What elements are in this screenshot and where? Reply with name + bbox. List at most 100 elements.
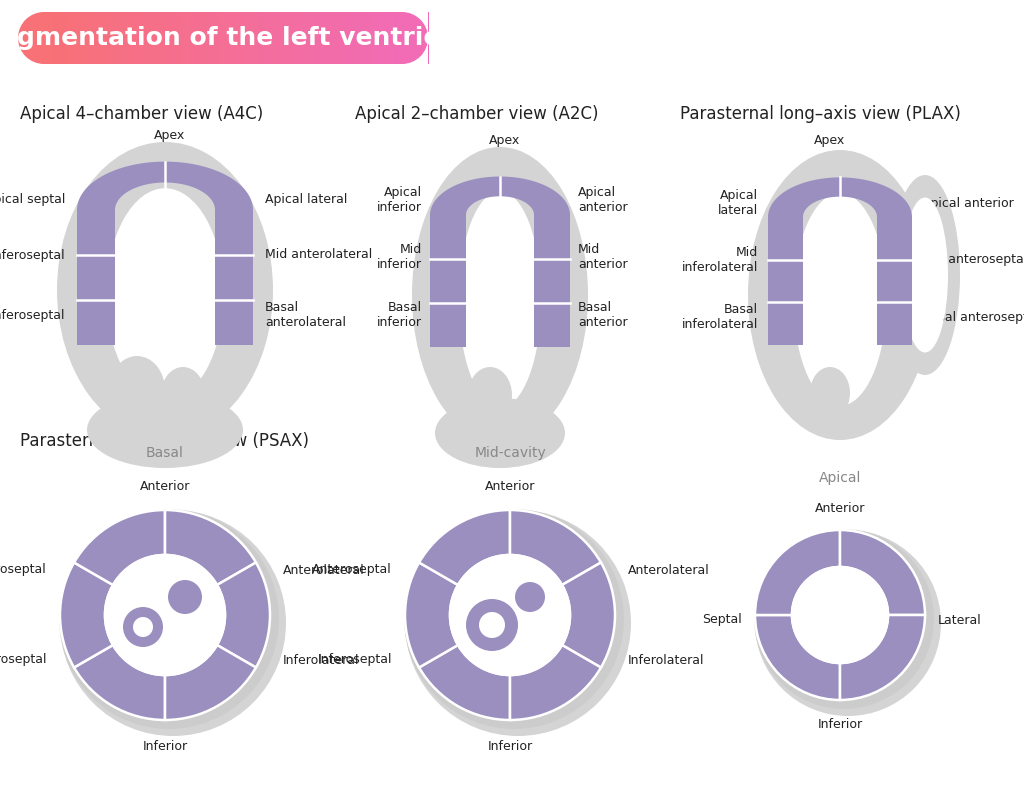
Bar [145,12,148,64]
Bar [176,12,179,64]
Circle shape [406,510,631,736]
Bar [31,12,34,64]
Bar [412,12,415,64]
Ellipse shape [57,142,273,438]
Polygon shape [430,215,466,347]
Bar [307,12,310,64]
Bar [39,12,42,64]
Bar [49,12,52,64]
Wedge shape [402,38,428,64]
Bar [137,12,140,64]
Text: Basal: Basal [146,446,184,460]
Wedge shape [406,563,458,667]
Bar [362,12,366,64]
Bar [123,12,126,64]
Bar [55,12,58,64]
Wedge shape [419,645,510,720]
Bar [240,12,243,64]
Text: Apical anterior: Apical anterior [922,196,1014,210]
Wedge shape [18,38,44,64]
Bar [158,12,161,64]
Bar [43,12,46,64]
Wedge shape [165,645,256,720]
Bar [256,12,259,64]
Bar [393,12,396,64]
Bar [297,12,300,64]
Bar [135,12,138,64]
Bar [406,12,409,64]
Bar [416,12,419,64]
Bar [41,12,44,64]
Bar [285,12,288,64]
Bar [387,12,390,64]
Wedge shape [217,563,270,667]
Bar [207,12,210,64]
Bar [139,12,142,64]
Bar [205,12,208,64]
Bar [29,12,32,64]
Text: Inferoseptal: Inferoseptal [0,653,47,666]
Text: Parasternal short–axis view (PSAX): Parasternal short–axis view (PSAX) [20,432,309,450]
Ellipse shape [412,147,588,443]
Bar [186,12,189,64]
Text: Basal inferoseptal: Basal inferoseptal [0,309,65,322]
Bar [354,12,357,64]
Bar [18,38,44,64]
Bar [305,12,308,64]
Bar [76,12,79,64]
Bar [397,12,400,64]
Bar [326,12,329,64]
Bar [395,12,398,64]
Bar [125,12,128,64]
Bar [225,12,228,64]
Bar [23,12,26,64]
Bar [193,12,196,64]
Bar [420,12,423,64]
Text: Apical lateral: Apical lateral [265,193,347,206]
Wedge shape [510,645,601,720]
Bar [74,12,77,64]
Bar [217,12,220,64]
Bar [20,12,24,64]
Bar [215,12,218,64]
Bar [279,12,282,64]
Bar [309,12,312,64]
Bar [121,12,124,64]
Bar [402,38,428,64]
Bar [152,12,155,64]
Circle shape [755,530,941,716]
Bar [221,12,224,64]
Text: Mid anteroseptal: Mid anteroseptal [922,254,1024,266]
Bar [391,12,394,64]
Bar [244,12,247,64]
Wedge shape [74,645,165,720]
Ellipse shape [109,356,165,424]
Wedge shape [18,12,44,38]
Bar [260,12,263,64]
Bar [184,12,187,64]
Circle shape [466,599,518,651]
Bar [51,12,54,64]
Bar [246,12,249,64]
Bar [94,12,97,64]
Bar [233,12,237,64]
Bar [57,12,60,64]
Bar [330,12,333,64]
Bar [258,12,261,64]
Circle shape [515,582,545,612]
Bar [164,12,167,64]
Text: Basal
anterior: Basal anterior [578,301,628,329]
Ellipse shape [459,191,542,408]
Bar [80,12,83,64]
Text: Apical
anterior: Apical anterior [578,186,628,214]
Bar [283,12,286,64]
Text: Anterior: Anterior [484,480,536,493]
Bar [352,12,355,64]
Bar [399,12,402,64]
Text: Mid
inferior: Mid inferior [377,243,422,271]
Bar [141,12,144,64]
Bar [197,12,200,64]
Bar [342,12,345,64]
Bar [92,12,95,64]
Bar [59,12,62,64]
